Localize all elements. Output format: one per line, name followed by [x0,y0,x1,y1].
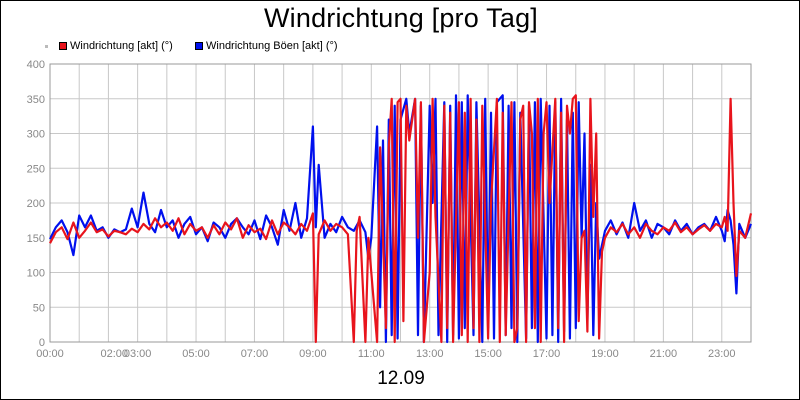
x-tick-label: 09:00 [299,348,327,360]
legend-label-series-1: Windrichtung [akt] (°) [70,40,173,52]
x-axis-date-label: 12.09 [377,368,425,389]
x-tick-label: 02:00 [100,348,128,360]
x-tick-label: 07:00 [241,348,269,360]
axes [49,63,752,343]
x-tick-label: 03:00 [124,348,152,360]
series-line-1 [49,94,753,344]
y-tick-label: 350 [27,94,45,106]
legend-item-series-2: Windrichtung Böen [akt] (°) [195,40,338,52]
legend-swatch-series-1 [59,42,67,50]
legend-swatch-series-2 [195,42,203,50]
x-tick-label: 05:00 [182,348,210,360]
x-tick-label: 19:00 [591,348,619,360]
y-tick-label: 0 [39,337,45,349]
y-tick-label: 200 [27,198,45,210]
y-tick-label: 150 [27,233,45,245]
x-tick-label: 15:00 [474,348,502,360]
x-tick-label: 21:00 [650,348,678,360]
x-tick-label: 17:00 [533,348,561,360]
x-tick-label: 13:00 [416,348,444,360]
x-tick-label: 23:00 [708,348,736,360]
legend-label-series-2: Windrichtung Böen [akt] (°) [206,40,338,52]
legend-marker-icon [45,45,48,48]
x-tick-label: 11:00 [358,348,385,360]
y-tick-label: 300 [27,129,45,141]
series-lines [49,94,753,344]
x-tick-label: 00:00 [36,348,64,360]
y-tick-label: 100 [27,268,45,280]
legend-item-series-1: Windrichtung [akt] (°) [59,40,173,52]
chart-title: Windrichtung [pro Tag] [263,3,539,33]
y-tick-label: 400 [27,59,45,71]
y-tick-label: 250 [27,163,45,175]
y-tick-label: 50 [33,302,45,314]
plot-border [49,63,752,343]
